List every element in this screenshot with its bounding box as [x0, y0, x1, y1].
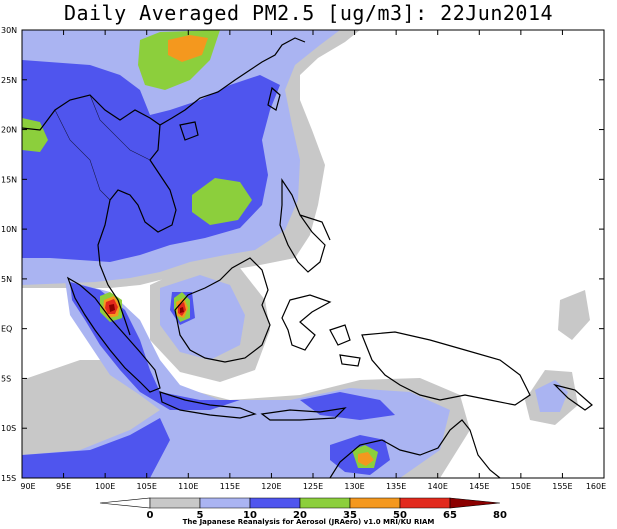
- coastline-nusa: [260, 407, 347, 421]
- coastline-new-guinea: [361, 331, 531, 406]
- orange-south-china: [168, 35, 208, 62]
- coastline-australia: [329, 419, 501, 478]
- blue-bands-nusa: [300, 392, 395, 420]
- green-south-china-sea: [192, 178, 252, 225]
- lon-label: 115E: [220, 482, 240, 491]
- darkred-sumatra: [109, 304, 115, 312]
- colorbar-segment: [249, 497, 301, 509]
- lat-label: 25N: [1, 76, 17, 85]
- lat-label: 20N: [1, 126, 17, 135]
- coastline-sumatra: [66, 276, 161, 393]
- orange-timor: [358, 452, 374, 466]
- lon-label: 130E: [344, 482, 364, 491]
- country-borders: [54, 94, 151, 201]
- colorbar-tick-label: 50: [393, 510, 407, 521]
- lon-label: 145E: [469, 482, 489, 491]
- colorbar-tick-label: 5: [197, 510, 204, 521]
- lon-label: 140E: [428, 482, 448, 491]
- lon-label: 110E: [178, 482, 198, 491]
- coastline-solomons: [553, 383, 593, 411]
- colorbar-segment: [449, 497, 501, 509]
- darkred-borneo: [180, 307, 184, 313]
- blue-south: [22, 418, 170, 478]
- colorbar-segment: [99, 497, 151, 509]
- colorbar-segment: [399, 497, 451, 509]
- lat-label: 5S: [1, 374, 11, 383]
- axis-layer: 90E 95E 100E 105E 110E 115E 120E 125E 130E 135E 14…: [1, 26, 606, 491]
- lat-label: 10S: [1, 424, 16, 433]
- haze-region-east2: [558, 290, 590, 340]
- lat-label: 15S: [1, 474, 16, 483]
- coastline-hainan: [179, 121, 199, 141]
- colorbar-tick-label: 10: [243, 510, 257, 521]
- colorbar-tick-label: 0: [147, 510, 154, 521]
- concentration-field: [22, 30, 593, 478]
- coastline-philippines: [279, 178, 331, 273]
- light-blue-east: [535, 380, 568, 412]
- colorbar-tick-label: 80: [493, 510, 507, 521]
- coastline-maluku: [329, 324, 361, 367]
- colorbar-tick-label: 35: [343, 510, 357, 521]
- colorbar-segment: [199, 497, 251, 509]
- coastline-taiwan: [267, 86, 281, 111]
- coastline-sulawesi: [281, 294, 332, 351]
- colorbar-segment: [149, 497, 201, 509]
- lat-label: 5N: [1, 275, 12, 284]
- colorbar-segment: [299, 497, 351, 509]
- lat-label: 15N: [1, 175, 17, 184]
- coastline-borneo: [174, 257, 271, 363]
- lon-label: 100E: [95, 482, 115, 491]
- coastline-java: [159, 391, 257, 419]
- lon-label: 105E: [137, 482, 157, 491]
- lon-label: 135E: [386, 482, 406, 491]
- coastline-mainland: [22, 37, 306, 336]
- lon-label: 125E: [303, 482, 323, 491]
- colorbar-segment: [349, 497, 401, 509]
- colorbar-tick-label: 65: [443, 510, 457, 521]
- lon-label: 155E: [552, 482, 572, 491]
- colorbar: 0 5 10 20 35 50 65 80: [99, 497, 507, 521]
- lon-label: 160E: [586, 482, 606, 491]
- lon-label: 90E: [20, 482, 35, 491]
- lat-label: EQ: [1, 325, 12, 334]
- green-west: [22, 118, 48, 152]
- credit-text: The Japanese Reanalysis for Aerosol (JRA…: [182, 518, 435, 526]
- lon-label: 120E: [261, 482, 281, 491]
- lon-label: 150E: [511, 482, 531, 491]
- map-title: Daily Averaged PM2.5 [ug/m3]: 22Jun2014: [63, 1, 554, 25]
- lon-label: 95E: [56, 482, 71, 491]
- colorbar-tick-label: 20: [293, 510, 307, 521]
- coastlines: [22, 37, 593, 478]
- lat-label: 10N: [1, 225, 17, 234]
- lat-label: 30N: [1, 26, 17, 35]
